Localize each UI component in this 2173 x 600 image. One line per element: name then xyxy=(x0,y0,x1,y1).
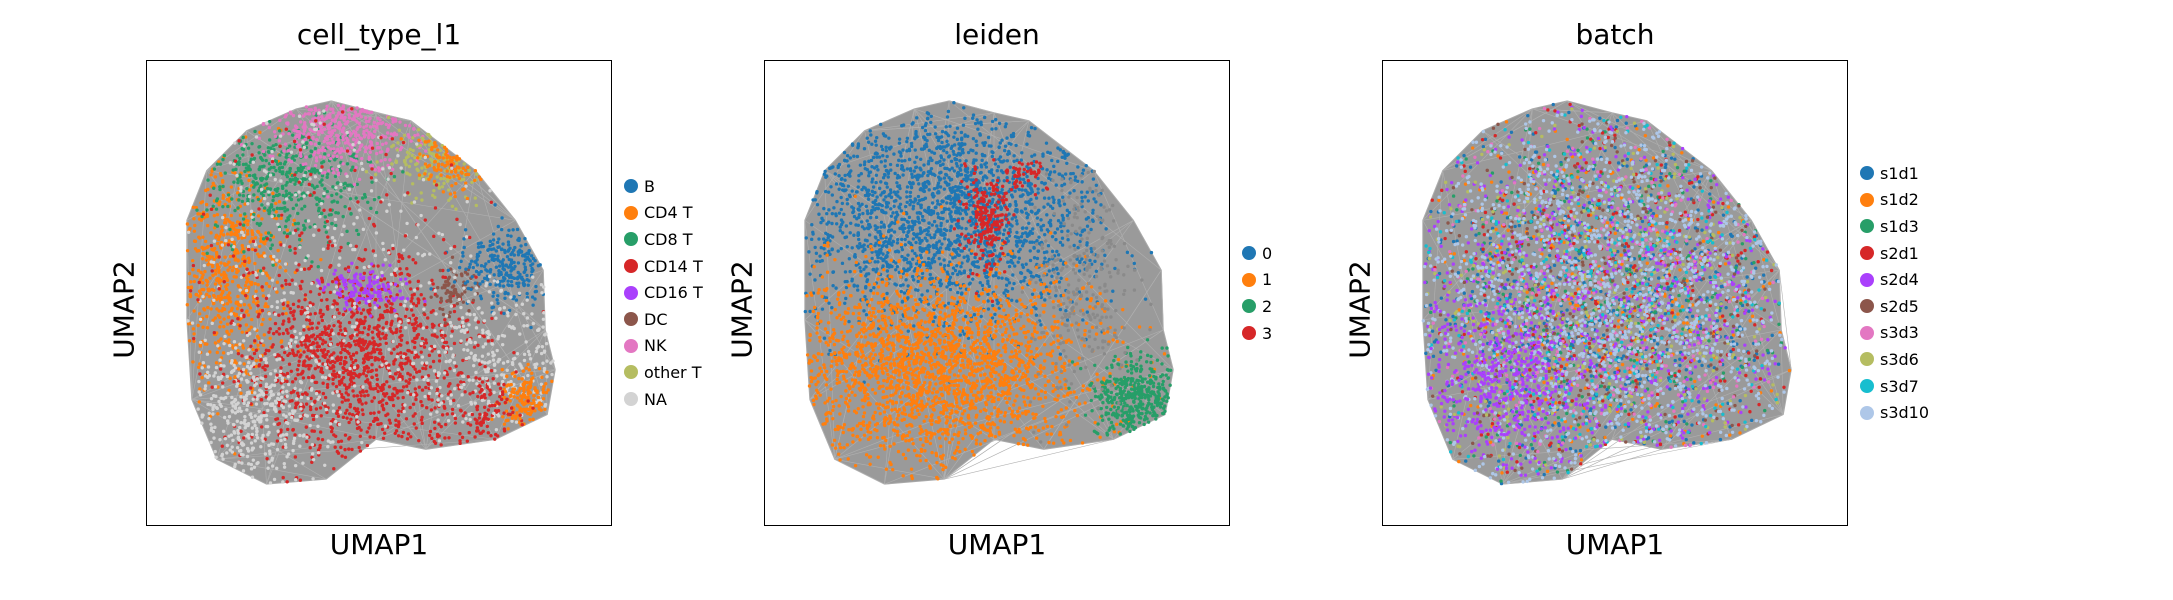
legend-item: s2d4 xyxy=(1860,266,1929,293)
legend-label: CD16 T xyxy=(644,283,703,303)
legend-swatch xyxy=(1860,299,1874,314)
legend-item: 2 xyxy=(1242,293,1272,320)
legend-swatch xyxy=(624,179,638,194)
legend-label: CD4 T xyxy=(644,203,693,223)
legend-label: s2d4 xyxy=(1880,270,1919,290)
legend-item: 0 xyxy=(1242,240,1272,267)
x-axis-label: UMAP1 xyxy=(947,528,1047,561)
legend-item: CD14 T xyxy=(624,253,703,280)
legend-item: NA xyxy=(624,386,703,413)
umap-panel-batch: batch UMAP2 UMAP1 s1d1 s1d2 s1d3 s2d1 s2d4 s2… xyxy=(1236,0,1960,600)
batch-points xyxy=(1421,102,1792,486)
legend-item: DC xyxy=(624,306,703,333)
legend-label: s1d1 xyxy=(1880,163,1919,183)
legend-swatch xyxy=(624,312,638,327)
legend-label: other T xyxy=(644,362,702,382)
y-axis-label: UMAP2 xyxy=(725,260,759,359)
legend-item: CD8 T xyxy=(624,226,703,253)
legend-label: 3 xyxy=(1262,323,1273,343)
legend-swatch xyxy=(1860,246,1874,261)
x-axis-label: UMAP1 xyxy=(329,528,429,561)
legend-label: CD14 T xyxy=(644,256,703,276)
legend-swatch xyxy=(624,285,638,300)
plot-title: cell_type_l1 xyxy=(296,18,462,51)
leiden-points xyxy=(803,101,1173,481)
legend-swatch xyxy=(1860,166,1874,181)
legend-label: 2 xyxy=(1262,296,1273,316)
plot-title: batch xyxy=(1575,18,1655,51)
legend-label: DC xyxy=(644,309,668,329)
legend-swatch xyxy=(624,338,638,353)
legend-label: s2d1 xyxy=(1880,243,1919,263)
legend-label: CD8 T xyxy=(644,229,693,249)
legend-item: 1 xyxy=(1242,267,1272,294)
legend-item: other T xyxy=(624,359,703,386)
legend-label: NA xyxy=(644,389,667,409)
legend-swatch xyxy=(624,365,638,380)
legend: B CD4 T CD8 T CD14 T CD16 T DC NK other T NA xyxy=(624,173,703,412)
legend-swatch xyxy=(624,392,638,407)
legend-item: s3d6 xyxy=(1860,346,1929,373)
y-axis-label: UMAP2 xyxy=(107,260,141,359)
legend-swatch xyxy=(1860,272,1874,287)
legend-item: s2d5 xyxy=(1860,293,1929,320)
legend-label: s3d3 xyxy=(1880,323,1919,343)
legend-label: B xyxy=(644,176,655,196)
graph-edges xyxy=(186,100,556,485)
legend-swatch xyxy=(1242,246,1256,261)
legend-item: s1d3 xyxy=(1860,213,1929,240)
scatter-plot xyxy=(185,100,556,485)
legend-label: s3d10 xyxy=(1880,403,1930,423)
legend-swatch xyxy=(1860,352,1874,367)
scatter-axes xyxy=(1382,60,1848,526)
scatter-axes xyxy=(764,60,1230,526)
graph-edges xyxy=(804,100,1174,485)
legend-swatch xyxy=(1242,299,1256,314)
legend-swatch xyxy=(1860,325,1874,340)
legend-swatch xyxy=(1242,272,1256,287)
legend-label: s3d6 xyxy=(1880,349,1919,369)
legend-label: s3d7 xyxy=(1880,376,1919,396)
legend-label: s1d3 xyxy=(1880,216,1919,236)
umap-panel-leiden: leiden UMAP2 UMAP1 0 1 2 3 xyxy=(618,0,1342,600)
legend-item: s3d10 xyxy=(1860,399,1929,426)
legend-swatch xyxy=(1860,192,1874,207)
legend-swatch xyxy=(1860,405,1874,420)
legend-label: NK xyxy=(644,336,667,356)
legend-item: s1d2 xyxy=(1860,187,1929,214)
legend-item: s2d1 xyxy=(1860,240,1929,267)
legend-item: CD4 T xyxy=(624,200,703,227)
legend: 0 1 2 3 xyxy=(1242,240,1272,346)
legend-swatch xyxy=(1860,379,1874,394)
umap-panel-cell-type: cell_type_l1 UMAP2 UMAP1 B CD4 T CD8 T CD14… xyxy=(0,0,724,600)
legend-item: s1d1 xyxy=(1860,160,1929,187)
plot-title: leiden xyxy=(954,18,1040,51)
legend-item: 3 xyxy=(1242,320,1272,347)
legend-item: s3d7 xyxy=(1860,373,1929,400)
cell-type-points xyxy=(185,103,555,485)
y-axis-label: UMAP2 xyxy=(1343,260,1377,359)
scatter-plot xyxy=(803,100,1174,485)
legend-item: B xyxy=(624,173,703,200)
legend-swatch xyxy=(1242,326,1256,341)
legend-swatch xyxy=(1860,219,1874,234)
legend-label: 0 xyxy=(1262,243,1273,263)
scatter-axes xyxy=(146,60,612,526)
legend-swatch xyxy=(624,205,638,220)
legend-swatch xyxy=(624,232,638,247)
legend-item: CD16 T xyxy=(624,279,703,306)
x-axis-label: UMAP1 xyxy=(1565,528,1665,561)
legend-label: s1d2 xyxy=(1880,190,1919,210)
legend-label: s2d5 xyxy=(1880,296,1919,316)
legend: s1d1 s1d2 s1d3 s2d1 s2d4 s2d5 s3d3 s3d6 s3d7 s3d1… xyxy=(1860,160,1929,426)
legend-item: NK xyxy=(624,333,703,360)
scatter-plot xyxy=(1421,100,1792,486)
legend-item: s3d3 xyxy=(1860,320,1929,347)
legend-label: 1 xyxy=(1262,270,1273,290)
legend-swatch xyxy=(624,259,638,274)
